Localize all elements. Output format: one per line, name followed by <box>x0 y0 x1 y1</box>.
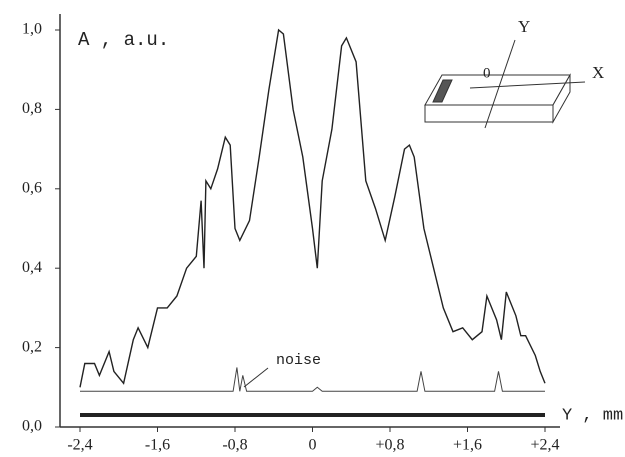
series-line <box>80 367 545 392</box>
annotation: noise <box>276 352 321 369</box>
inset-x-label: X <box>592 63 604 82</box>
x-tick-label: 0 <box>309 437 317 454</box>
x-tick-label: -2,4 <box>67 437 92 454</box>
inset-y-label: Y <box>518 17 530 36</box>
inset-pad <box>432 79 453 103</box>
inset-front <box>424 104 554 123</box>
y-tick-label: 1,0 <box>22 21 42 38</box>
y-tick-label: 0,6 <box>22 179 42 196</box>
y-tick-label: 0,4 <box>22 259 42 276</box>
y-tick-label: 0,0 <box>22 418 42 435</box>
x-tick-label: -0,8 <box>222 437 247 454</box>
y-tick-label: 0,2 <box>22 338 42 355</box>
x-tick-label: +2,4 <box>530 437 559 454</box>
series-line <box>79 28 546 388</box>
inset-x-axis <box>469 81 586 89</box>
x-tick-label: +1,6 <box>453 437 482 454</box>
inset-y-axis <box>484 39 516 129</box>
x-tick-label: +0,8 <box>375 437 404 454</box>
inset-side <box>552 73 571 124</box>
x-tick-label: -1,6 <box>145 437 170 454</box>
y-tick-label: 0,8 <box>22 100 42 117</box>
inset <box>424 39 586 129</box>
annotation-pointer <box>243 367 269 388</box>
y-axis-label: A , a.u. <box>78 29 169 51</box>
inset-origin-label: 0 <box>483 65 491 81</box>
x-axis-label: Y , mm <box>562 406 623 425</box>
